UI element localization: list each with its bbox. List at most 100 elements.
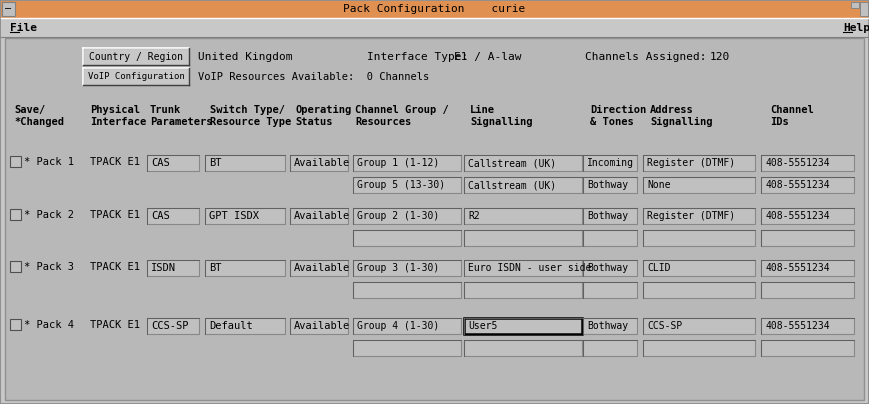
Text: United Kingdom: United Kingdom	[198, 52, 293, 62]
Bar	[464, 340, 582, 356]
Text: & Tones: & Tones	[590, 117, 634, 127]
Text: Direction: Direction	[590, 105, 647, 115]
Text: 408-5551234: 408-5551234	[765, 211, 830, 221]
Bar	[353, 340, 461, 356]
Text: BT: BT	[209, 158, 222, 168]
Bar	[583, 340, 637, 356]
Text: * Pack 1: * Pack 1	[24, 157, 74, 167]
Text: 120: 120	[710, 52, 730, 62]
Text: 408-5551234: 408-5551234	[765, 180, 830, 190]
Text: Parameters: Parameters	[150, 117, 213, 127]
Text: Status: Status	[295, 117, 333, 127]
Bar	[761, 230, 854, 246]
Text: Bothway: Bothway	[587, 263, 628, 273]
Text: TPACK E1: TPACK E1	[90, 262, 140, 272]
Text: Group 1 (1-12): Group 1 (1-12)	[357, 158, 439, 168]
Bar	[761, 208, 854, 224]
Bar	[464, 230, 582, 246]
Text: Resources: Resources	[355, 117, 411, 127]
Text: Signalling: Signalling	[470, 117, 533, 127]
Text: Channel: Channel	[770, 105, 813, 115]
Bar	[147, 260, 199, 276]
Bar	[583, 230, 637, 246]
Bar	[761, 282, 854, 298]
Bar	[147, 318, 199, 334]
Text: 408-5551234: 408-5551234	[765, 321, 830, 331]
Text: Help: Help	[843, 23, 869, 33]
Bar	[643, 177, 755, 193]
Text: Signalling: Signalling	[650, 117, 713, 127]
Bar	[643, 318, 755, 334]
Text: Default: Default	[209, 321, 253, 331]
Text: CCS-SP: CCS-SP	[151, 321, 189, 331]
Bar	[761, 260, 854, 276]
Bar	[10, 319, 21, 330]
Text: Channel Group /: Channel Group /	[355, 105, 448, 115]
Text: Register (DTMF): Register (DTMF)	[647, 211, 735, 221]
Bar	[353, 282, 461, 298]
Bar	[464, 260, 582, 276]
Bar	[205, 208, 285, 224]
Bar	[643, 208, 755, 224]
Text: Save/: Save/	[14, 105, 45, 115]
Bar	[851, 2, 859, 8]
Text: Interface Type:: Interface Type:	[367, 52, 468, 62]
Text: * Pack 2: * Pack 2	[24, 210, 74, 220]
Text: Switch Type/: Switch Type/	[210, 105, 285, 115]
Bar	[353, 230, 461, 246]
Text: Available: Available	[294, 211, 350, 221]
Text: Trunk: Trunk	[150, 105, 182, 115]
Bar	[583, 260, 637, 276]
Text: Group 4 (1-30): Group 4 (1-30)	[357, 321, 439, 331]
Bar	[583, 155, 637, 171]
Text: TPACK E1: TPACK E1	[90, 320, 140, 330]
Bar	[643, 260, 755, 276]
Text: User5: User5	[468, 321, 497, 331]
Bar	[353, 208, 461, 224]
Bar	[290, 318, 348, 334]
Bar	[353, 177, 461, 193]
Bar	[464, 208, 582, 224]
Bar	[583, 208, 637, 224]
Bar	[761, 177, 854, 193]
Bar	[147, 208, 199, 224]
Text: Available: Available	[294, 321, 350, 331]
Bar	[464, 318, 582, 334]
Text: Bothway: Bothway	[587, 211, 628, 221]
Bar	[10, 156, 21, 167]
Bar	[5, 38, 864, 400]
Text: Bothway: Bothway	[587, 321, 628, 331]
Text: Euro ISDN - user side: Euro ISDN - user side	[468, 263, 592, 273]
Text: BT: BT	[209, 263, 222, 273]
Text: * Pack 4: * Pack 4	[24, 320, 74, 330]
Bar	[353, 155, 461, 171]
Bar	[205, 260, 285, 276]
Text: TPACK E1: TPACK E1	[90, 210, 140, 220]
Text: Resource Type: Resource Type	[210, 117, 291, 127]
Text: Callstream (UK): Callstream (UK)	[468, 180, 556, 190]
Bar	[2, 2, 15, 16]
Bar	[860, 2, 868, 16]
Text: CCS-SP: CCS-SP	[647, 321, 682, 331]
Bar	[643, 340, 755, 356]
Bar	[643, 155, 755, 171]
Bar	[464, 155, 582, 171]
Text: VoIP Configuration: VoIP Configuration	[88, 72, 184, 81]
Bar	[205, 155, 285, 171]
Text: CAS: CAS	[151, 158, 169, 168]
Bar	[1, 1, 868, 18]
Text: 408-5551234: 408-5551234	[765, 263, 830, 273]
Bar	[761, 340, 854, 356]
Text: Channels Assigned:: Channels Assigned:	[585, 52, 706, 62]
Text: Interface: Interface	[90, 117, 146, 127]
Text: Operating: Operating	[295, 105, 351, 115]
Bar	[205, 318, 285, 334]
Text: ISDN: ISDN	[151, 263, 176, 273]
Text: TPACK E1: TPACK E1	[90, 157, 140, 167]
Bar	[147, 155, 199, 171]
Text: R2: R2	[468, 211, 480, 221]
Text: CLID: CLID	[647, 263, 671, 273]
Text: IDs: IDs	[770, 117, 789, 127]
Text: *Changed: *Changed	[14, 117, 64, 127]
Bar	[1, 18, 868, 38]
